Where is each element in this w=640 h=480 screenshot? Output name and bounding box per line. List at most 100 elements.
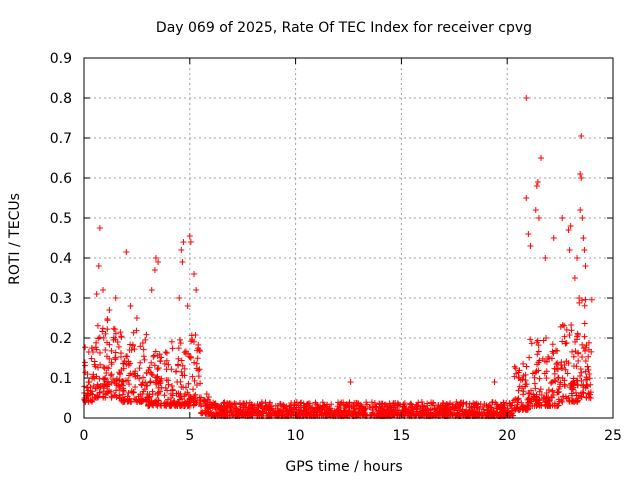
data-point [577,365,584,372]
data-point [559,398,566,405]
data-point [108,394,115,401]
data-point [108,379,115,386]
data-point [195,373,202,380]
data-point [305,400,312,407]
data-point [442,402,449,409]
data-point [85,398,92,405]
data-point [110,336,117,343]
data-point [189,373,196,380]
data-point [565,227,572,233]
data-point [488,408,495,415]
data-point [182,350,189,357]
data-point [446,406,453,413]
data-point [401,400,408,407]
data-point [360,405,367,412]
data-point [139,390,146,397]
data-point [138,382,145,389]
data-point [312,407,319,414]
data-point [577,171,584,177]
data-point [117,371,124,378]
data-point [545,386,552,393]
data-point [462,411,469,418]
data-point [104,364,111,371]
data-point [389,411,396,418]
data-point [407,400,414,407]
data-point [187,353,194,360]
data-point [191,359,198,366]
data-point [137,359,144,366]
data-point [367,403,374,410]
data-point [147,379,154,386]
data-point [377,405,384,412]
data-point [100,287,107,293]
data-point [142,336,149,343]
data-point [289,408,296,415]
data-point [492,399,499,406]
data-point [93,291,100,297]
data-point [154,352,161,359]
data-point [136,365,143,372]
data-point [533,339,540,346]
data-point [523,406,530,413]
data-point [156,380,163,387]
data-point [184,389,191,396]
data-point [168,394,175,401]
data-point [576,295,583,301]
data-point [555,388,562,395]
data-point [527,336,534,343]
data-point [394,402,401,409]
data-point [507,402,514,409]
data-point [588,348,595,355]
data-point [178,357,185,364]
data-point [566,247,573,253]
data-point [141,386,148,393]
data-point [179,362,186,369]
data-point [316,407,323,414]
data-point [561,362,568,369]
data-point [582,296,589,303]
data-point [177,340,184,347]
data-point [359,411,366,418]
data-point [539,355,546,362]
data-point [163,377,170,384]
data-point [231,404,238,411]
data-point [552,402,559,409]
data-point [195,367,202,374]
data-point [520,372,527,379]
data-point [525,231,532,237]
data-point [178,247,185,253]
data-point [148,287,155,293]
data-point [399,403,406,410]
data-point [424,405,431,412]
data-point [491,379,498,385]
data-point [189,336,196,343]
data-point [296,412,303,419]
data-point [102,330,109,337]
data-point [578,133,585,139]
data-point [484,407,491,414]
data-point [527,398,534,405]
data-point [535,215,542,221]
data-point [527,243,534,249]
data-point [188,338,195,345]
data-point [97,382,104,389]
data-point [549,341,556,348]
data-point [557,379,564,386]
data-point [108,371,115,378]
data-point [196,366,203,373]
data-point [538,155,545,161]
data-point [227,400,234,407]
data-point [96,390,103,397]
data-point [573,377,580,384]
data-point [573,363,580,370]
data-point [441,408,448,415]
data-point [154,400,161,407]
data-point [270,410,277,417]
data-point [572,338,579,345]
data-point [456,401,463,408]
data-point [175,399,182,406]
data-point [154,373,161,380]
data-point [209,412,216,419]
data-point [543,368,550,375]
